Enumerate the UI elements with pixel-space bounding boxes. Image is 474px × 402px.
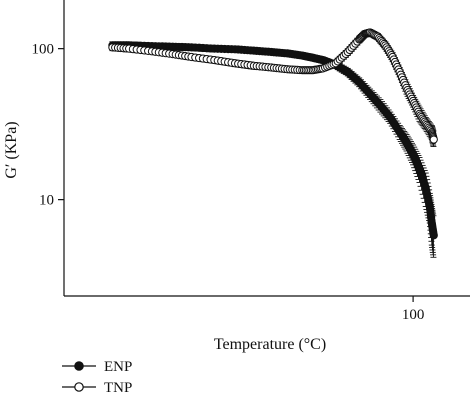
legend-label: TNP xyxy=(104,380,132,396)
y-tick-label: 100 xyxy=(32,42,55,58)
series-enp xyxy=(108,41,438,258)
legend-label: ENP xyxy=(104,359,132,375)
legend-marker xyxy=(74,382,84,392)
ticks: 100 10 100 xyxy=(32,42,425,323)
x-axis-label: Temperature (°C) xyxy=(214,336,326,353)
plot-area xyxy=(108,28,438,258)
y-axis-label: G′ (KPa) xyxy=(3,121,20,178)
legend-item-enp: ENP xyxy=(62,359,132,375)
legend-item-tnp: TNP xyxy=(62,380,132,396)
legend: ENP TNP xyxy=(62,359,132,396)
y-tick-label: 10 xyxy=(39,193,54,209)
data-point xyxy=(429,231,438,240)
legend-marker xyxy=(74,361,84,371)
series-tnp xyxy=(108,28,438,147)
axes xyxy=(63,0,470,297)
data-point xyxy=(429,135,438,144)
x-tick-label: 100 xyxy=(402,307,425,323)
